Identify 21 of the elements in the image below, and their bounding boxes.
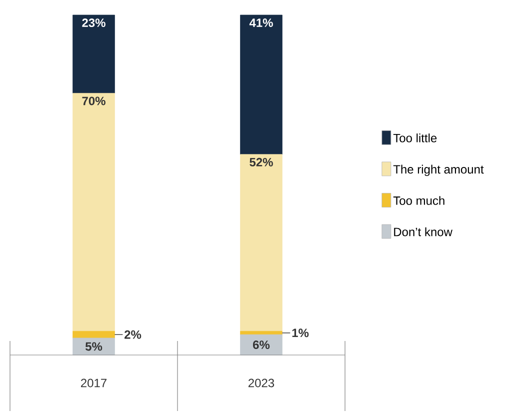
bar bbox=[240, 154, 282, 332]
x-tick-label: 2023 bbox=[248, 378, 274, 388]
legend-label: Don’t know bbox=[394, 227, 452, 236]
x-tick-label: 2017 bbox=[81, 378, 106, 388]
bar bbox=[72, 338, 115, 356]
data-label: 52% bbox=[250, 158, 273, 166]
data-label: 23% bbox=[82, 18, 106, 28]
data-label: 6% bbox=[253, 340, 270, 350]
data-label: 1% bbox=[292, 328, 309, 338]
bar bbox=[72, 93, 115, 332]
bar bbox=[240, 331, 282, 335]
legend-label: Too little bbox=[393, 134, 437, 142]
bar bbox=[240, 14, 282, 155]
data-label: 2% bbox=[124, 330, 142, 339]
data-label: 41% bbox=[249, 18, 273, 27]
bar bbox=[72, 331, 115, 338]
bar bbox=[72, 14, 115, 94]
legend-label: Too much bbox=[393, 196, 444, 205]
data-label: 70% bbox=[82, 96, 106, 106]
data-label: 5% bbox=[85, 342, 102, 351]
legend-label: The right amount bbox=[393, 164, 484, 176]
